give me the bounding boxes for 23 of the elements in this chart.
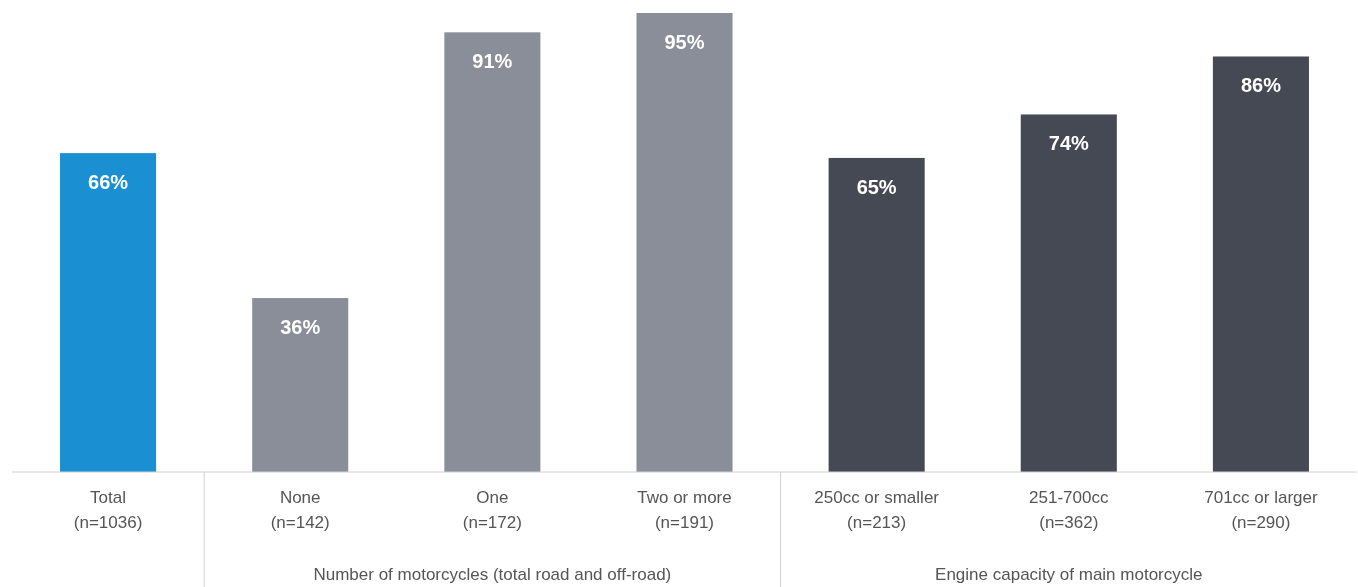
data-label: 86% — [1240, 74, 1282, 97]
data-label: 91% — [472, 50, 513, 73]
x-tick-label: None (n=142) — [270, 488, 330, 532]
text: Number of motorcycles (total road and off-road) — [313, 565, 672, 584]
data-label: 66% — [88, 171, 129, 194]
data-label: 95% — [664, 31, 705, 53]
x-tick-label: Total (n=1036) — [73, 488, 143, 532]
x-tick-label: Two or more (n=191) — [637, 488, 732, 532]
bar — [1020, 114, 1117, 472]
x-tick-label: One (n=172) — [462, 488, 522, 532]
bar — [636, 13, 733, 472]
x-tick-label: 250cc or smaller (n=213) — [814, 488, 940, 532]
data-label: 65% — [856, 175, 897, 198]
bar — [1212, 56, 1309, 472]
bar — [252, 298, 349, 472]
x-tick-label: 251-700cc (n=362) — [1029, 488, 1109, 532]
bar — [444, 32, 541, 472]
data-label: 36% — [280, 316, 321, 339]
text: Engine capacity of main motorcycle — [935, 565, 1203, 584]
bar — [60, 153, 157, 472]
data-label: 74% — [1048, 132, 1090, 155]
x-tick-label: 701cc or larger (n=290) — [1204, 488, 1318, 532]
bar — [828, 157, 925, 472]
